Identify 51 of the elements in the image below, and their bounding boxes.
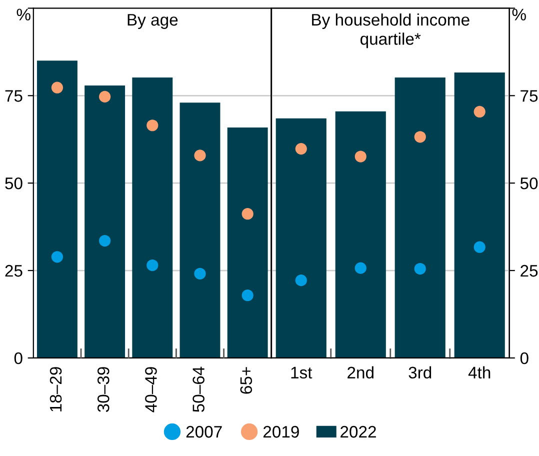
point: [474, 106, 486, 118]
x-tick-label: 1st: [291, 366, 312, 379]
point: [146, 259, 158, 272]
x-tick-label: 30–39: [97, 367, 110, 412]
chart-title: By age: [128, 14, 178, 29]
y-tick-label: 50: [5, 177, 22, 190]
x-tick-label: 3rd: [408, 366, 432, 379]
y-tick-label: 0: [14, 352, 22, 364]
point: [242, 208, 254, 220]
point: [99, 90, 111, 103]
point: [146, 120, 158, 132]
y-tick-label: 75: [5, 90, 22, 102]
y2-tick-label: 75: [520, 90, 538, 102]
y2-axis-title: %: [512, 8, 526, 20]
bar: [335, 111, 386, 358]
legend-label: 2022: [340, 426, 376, 438]
point: [474, 241, 486, 253]
point: [99, 234, 111, 247]
point: [242, 290, 254, 302]
x-tick-label: 18–29: [50, 367, 62, 412]
point: [51, 251, 64, 263]
point: [354, 150, 366, 162]
point: [295, 143, 307, 155]
x-tick-label: 50–64: [192, 366, 204, 412]
y2-tick-label: 0: [520, 352, 528, 364]
bar: [454, 72, 505, 358]
bar: [394, 77, 446, 358]
text: By household income quartile*: [312, 13, 470, 48]
point: [295, 274, 307, 286]
bar: [132, 77, 173, 358]
point: [194, 268, 206, 280]
y-axis-title: %: [16, 8, 30, 20]
x-tick-label: 65+: [240, 367, 252, 394]
bar: [180, 102, 220, 358]
point: [354, 262, 366, 274]
y2-tick-label: 25: [520, 264, 538, 277]
y-tick-label: 25: [5, 264, 22, 277]
bar: [227, 127, 268, 358]
point: [194, 150, 206, 162]
y2-tick-label: 50: [520, 177, 538, 190]
x-tick-label: 4th: [468, 366, 490, 378]
bar: [276, 118, 326, 358]
x-tick-label: 40–49: [145, 367, 157, 412]
x-tick-label: 2nd: [348, 366, 374, 379]
legend-label: 2007: [186, 426, 222, 438]
point: [414, 262, 426, 275]
point: [51, 82, 64, 94]
legend-label: 2019: [263, 426, 299, 438]
bar: [84, 86, 126, 358]
point: [414, 131, 426, 143]
bar: [36, 60, 78, 358]
